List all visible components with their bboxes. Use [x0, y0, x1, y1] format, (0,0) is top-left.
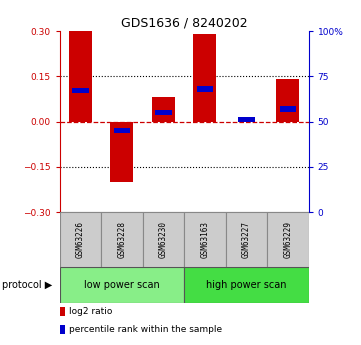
Bar [193, 34, 216, 121]
Text: high power scan: high power scan [206, 280, 287, 290]
Bar [101, 212, 143, 267]
Bar [238, 117, 255, 122]
Bar [155, 110, 171, 115]
Bar [110, 121, 133, 182]
Text: protocol ▶: protocol ▶ [2, 280, 52, 290]
Text: GSM63227: GSM63227 [242, 221, 251, 258]
Text: GSM63163: GSM63163 [200, 221, 209, 258]
Bar [184, 212, 226, 267]
Text: low power scan: low power scan [84, 280, 160, 290]
Bar [277, 79, 299, 121]
Bar [69, 31, 92, 121]
Bar [143, 212, 184, 267]
Bar [280, 106, 296, 111]
Bar [184, 267, 309, 303]
Bar [226, 212, 267, 267]
Bar [197, 86, 213, 92]
Text: percentile rank within the sample: percentile rank within the sample [69, 325, 222, 334]
Bar [267, 212, 309, 267]
Bar [60, 267, 184, 303]
Text: log2 ratio: log2 ratio [69, 307, 112, 316]
Title: GDS1636 / 8240202: GDS1636 / 8240202 [121, 17, 247, 30]
Text: GSM63230: GSM63230 [159, 221, 168, 258]
Text: GSM63229: GSM63229 [283, 221, 292, 258]
Bar [114, 128, 130, 133]
Text: GSM63226: GSM63226 [76, 221, 85, 258]
Text: GSM63228: GSM63228 [117, 221, 126, 258]
Bar [152, 97, 175, 121]
Bar [72, 88, 88, 93]
Bar [60, 212, 101, 267]
